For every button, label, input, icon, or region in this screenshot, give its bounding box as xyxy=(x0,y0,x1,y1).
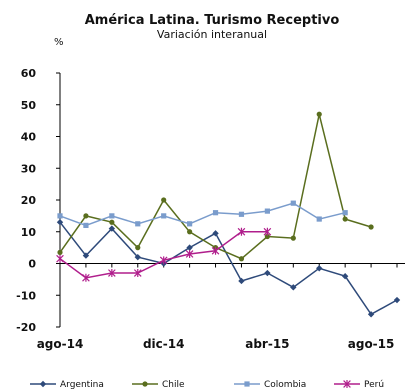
data-point-colombia xyxy=(83,222,89,228)
data-point-argentina xyxy=(341,273,349,280)
y-tick-label: -20 xyxy=(16,321,36,334)
x-tick-label: dic-14 xyxy=(143,337,185,351)
data-point-colombia xyxy=(212,210,219,216)
series-line-chile xyxy=(59,114,372,260)
data-point-peru xyxy=(108,269,116,278)
legend-label-peru: Perú xyxy=(364,380,384,390)
data-point-argentina xyxy=(238,277,245,285)
data-point-peru xyxy=(159,256,168,265)
data-point-chile xyxy=(83,213,89,219)
chart-subtitle: Variación interanual xyxy=(157,28,267,41)
y-tick-label: 50 xyxy=(21,99,37,112)
data-point-colombia xyxy=(135,221,141,227)
data-point-peru xyxy=(133,269,142,278)
legend-item-colombia: Colombia xyxy=(234,380,306,390)
data-point-argentina xyxy=(264,269,271,277)
legend-marker-chile xyxy=(142,381,148,387)
data-point-colombia xyxy=(187,221,193,227)
data-point-peru xyxy=(56,254,64,263)
data-point-argentina xyxy=(367,311,375,318)
data-point-argentina xyxy=(186,244,193,251)
data-point-colombia xyxy=(109,213,115,219)
legend-item-chile: Chile xyxy=(132,380,185,390)
series-colombia xyxy=(57,200,348,228)
y-tick-label: 60 xyxy=(21,67,37,80)
data-point-colombia xyxy=(316,216,322,222)
y-tick-label: 10 xyxy=(21,226,37,239)
data-point-argentina xyxy=(316,265,323,272)
legend: Argentina Chile Colombia Perú xyxy=(30,380,384,390)
data-point-chile xyxy=(57,249,63,255)
series-line-colombia xyxy=(59,202,346,227)
data-point-colombia xyxy=(57,213,63,219)
data-point-chile xyxy=(342,216,348,222)
series-peru xyxy=(56,227,272,282)
legend-label-argentina: Argentina xyxy=(60,380,104,390)
legend-item-peru: Perú xyxy=(334,380,384,390)
data-point-argentina xyxy=(82,252,90,259)
data-point-chile xyxy=(316,111,322,117)
data-point-argentina xyxy=(108,225,116,232)
axes: -20 -10 0 10 20 30 40 50 60 ago-14 dic-14 abr-15 ago… xyxy=(16,67,405,351)
data-point-peru xyxy=(211,246,220,255)
data-point-colombia xyxy=(264,208,270,214)
legend-marker-colombia xyxy=(244,381,250,387)
y-unit-label: % xyxy=(54,37,64,48)
y-tick-label: 40 xyxy=(21,131,37,144)
data-point-peru xyxy=(263,227,272,236)
data-point-colombia xyxy=(290,200,296,206)
legend-label-chile: Chile xyxy=(162,380,185,390)
data-point-chile xyxy=(264,233,270,240)
x-tick-label: ago-14 xyxy=(37,337,84,351)
data-point-chile xyxy=(187,229,193,235)
data-point-peru xyxy=(82,273,90,282)
data-point-argentina xyxy=(134,253,141,261)
x-tick-label: ago-15 xyxy=(348,337,395,351)
y-tick-label: 30 xyxy=(21,162,37,175)
y-tick-label: 20 xyxy=(21,194,37,207)
data-point-colombia xyxy=(342,210,348,216)
data-point-chile xyxy=(238,256,245,262)
data-point-argentina xyxy=(290,284,297,291)
data-point-colombia xyxy=(238,211,245,217)
data-point-peru xyxy=(237,227,246,236)
data-point-argentina xyxy=(393,296,401,304)
data-point-chile xyxy=(161,197,167,203)
data-point-chile xyxy=(368,224,374,230)
data-point-chile xyxy=(109,219,115,225)
legend-marker-argentina xyxy=(39,380,47,388)
data-point-argentina xyxy=(212,230,219,237)
legend-item-argentina: Argentina xyxy=(30,380,104,390)
data-point-argentina xyxy=(56,219,64,226)
legend-marker-peru xyxy=(343,380,351,388)
x-tick-label: abr-15 xyxy=(245,337,289,351)
series-line-argentina xyxy=(59,221,398,316)
series-layer xyxy=(56,111,401,318)
series-chile xyxy=(57,111,374,262)
y-tick-label: -10 xyxy=(16,289,36,302)
data-point-chile xyxy=(290,235,296,241)
data-point-chile xyxy=(135,245,141,251)
data-point-peru xyxy=(185,249,194,258)
series-argentina xyxy=(56,219,401,318)
y-tick-label: 0 xyxy=(28,258,36,271)
data-point-colombia xyxy=(161,213,167,219)
chart-title: América Latina. Turismo Receptivo xyxy=(85,13,340,28)
legend-label-colombia: Colombia xyxy=(264,380,306,390)
